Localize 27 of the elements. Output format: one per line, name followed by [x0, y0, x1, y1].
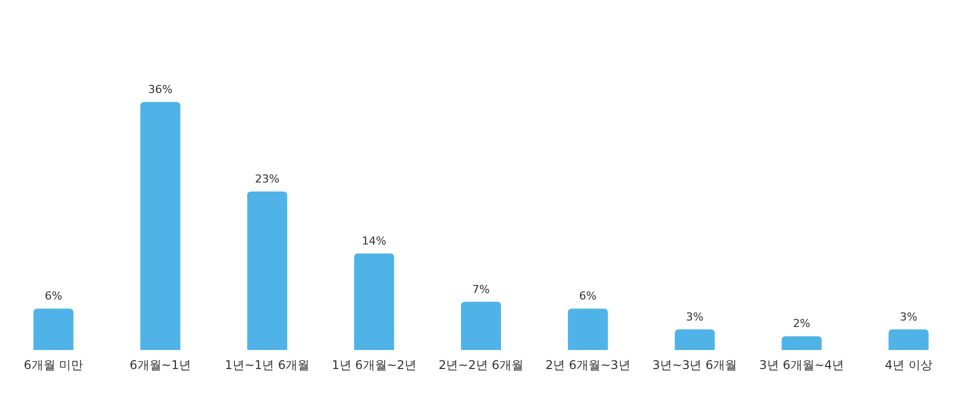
x-tick-label: 1년~1년 6개월 [224, 358, 310, 372]
x-tick-label: 3년~3년 6개월 [652, 358, 738, 372]
data-label: 36% [148, 83, 173, 96]
x-tick-label: 4년 이상 [884, 358, 932, 372]
bar [354, 254, 394, 350]
x-tick-label: 3년 6개월~4년 [759, 358, 844, 372]
x-tick-label: 1년 6개월~2년 [332, 358, 416, 372]
bar [568, 308, 608, 350]
bar [674, 329, 715, 350]
data-label: 3% [900, 310, 918, 324]
x-tick-label: 2년 6개월~3년 [546, 358, 630, 372]
data-label: 2% [792, 317, 810, 330]
data-label: 23% [254, 172, 280, 186]
bar [888, 329, 929, 350]
data-label: 3% [686, 310, 704, 324]
data-label: 14% [362, 234, 386, 248]
bar [782, 336, 822, 350]
x-tick-label: 6개월~1년 [130, 358, 191, 372]
bar [140, 102, 180, 350]
x-tick-label: 6개월 미만 [24, 358, 84, 372]
bar [247, 192, 288, 350]
x-tick-label: 2년~2년 6개월 [438, 358, 524, 372]
data-label: 6% [44, 290, 62, 303]
data-label: 7% [472, 282, 490, 296]
data-label: 6% [579, 290, 597, 303]
bar [461, 302, 501, 350]
bar [33, 308, 74, 350]
